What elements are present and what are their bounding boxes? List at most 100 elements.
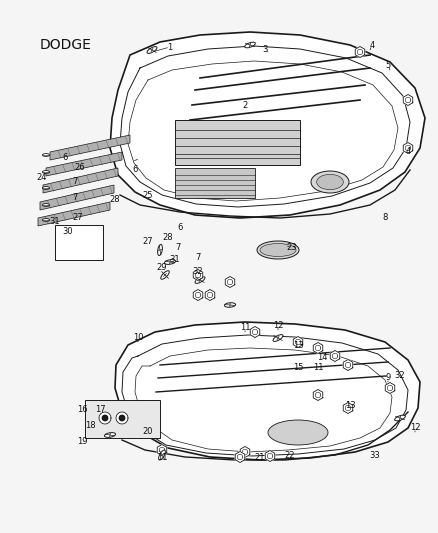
Ellipse shape: [147, 46, 157, 53]
Polygon shape: [193, 289, 203, 301]
Ellipse shape: [42, 204, 49, 206]
Text: 5: 5: [385, 61, 391, 69]
Text: 30: 30: [63, 228, 73, 237]
Polygon shape: [157, 445, 167, 456]
Ellipse shape: [311, 171, 349, 193]
Ellipse shape: [42, 187, 49, 189]
Text: 24: 24: [37, 174, 47, 182]
FancyBboxPatch shape: [175, 120, 300, 165]
Ellipse shape: [159, 450, 166, 460]
Polygon shape: [403, 94, 413, 106]
Text: 27: 27: [143, 238, 153, 246]
Text: 29: 29: [157, 263, 167, 272]
Polygon shape: [225, 277, 235, 287]
Ellipse shape: [260, 244, 296, 256]
Polygon shape: [116, 412, 128, 424]
FancyBboxPatch shape: [175, 168, 255, 198]
Text: 25: 25: [143, 190, 153, 199]
Text: 21: 21: [255, 454, 265, 463]
Text: 32: 32: [193, 268, 203, 277]
Text: 11: 11: [313, 364, 323, 373]
Polygon shape: [293, 336, 303, 348]
Text: 33: 33: [370, 450, 380, 459]
Polygon shape: [40, 185, 114, 210]
Ellipse shape: [257, 241, 299, 259]
Ellipse shape: [224, 303, 236, 307]
Text: 4: 4: [406, 148, 411, 157]
Ellipse shape: [158, 245, 162, 255]
Polygon shape: [313, 343, 323, 353]
Text: 11: 11: [157, 454, 167, 463]
Polygon shape: [193, 270, 203, 280]
Text: 13: 13: [345, 400, 355, 409]
Polygon shape: [110, 32, 425, 218]
Ellipse shape: [161, 271, 169, 279]
Ellipse shape: [317, 174, 343, 190]
Polygon shape: [343, 359, 353, 370]
Text: 1: 1: [167, 43, 173, 52]
Polygon shape: [115, 322, 420, 460]
Ellipse shape: [245, 42, 255, 48]
Polygon shape: [250, 327, 260, 337]
Text: 27: 27: [73, 214, 83, 222]
Text: 13: 13: [293, 341, 303, 350]
Text: 31: 31: [49, 217, 60, 227]
Polygon shape: [355, 46, 365, 58]
Polygon shape: [385, 383, 395, 393]
Polygon shape: [110, 32, 425, 218]
Polygon shape: [99, 412, 111, 424]
Ellipse shape: [395, 415, 405, 421]
Text: 6: 6: [132, 166, 138, 174]
Text: 19: 19: [77, 438, 87, 447]
Text: 18: 18: [85, 421, 95, 430]
Ellipse shape: [42, 154, 49, 156]
Polygon shape: [50, 135, 130, 160]
Polygon shape: [240, 447, 250, 457]
Polygon shape: [46, 152, 122, 176]
Text: 6: 6: [62, 154, 68, 163]
Ellipse shape: [105, 433, 116, 438]
Text: DODGE: DODGE: [40, 38, 92, 52]
Polygon shape: [205, 289, 215, 301]
Polygon shape: [115, 322, 420, 460]
Text: 6: 6: [177, 223, 183, 232]
Text: 23: 23: [287, 244, 297, 253]
Text: 7: 7: [175, 244, 181, 253]
Text: 2: 2: [242, 101, 247, 109]
Polygon shape: [235, 451, 245, 463]
Text: 3: 3: [262, 45, 268, 54]
Text: 28: 28: [162, 233, 173, 243]
Text: 7: 7: [72, 193, 78, 203]
Ellipse shape: [42, 171, 49, 173]
Polygon shape: [330, 351, 340, 361]
Text: 10: 10: [133, 334, 143, 343]
Text: 26: 26: [75, 164, 85, 173]
Polygon shape: [119, 415, 125, 421]
Polygon shape: [43, 168, 118, 193]
Text: 7: 7: [195, 254, 201, 262]
Text: 20: 20: [143, 427, 153, 437]
Text: 4: 4: [369, 41, 374, 50]
Text: 14: 14: [317, 353, 327, 362]
Text: 9: 9: [385, 374, 391, 383]
Polygon shape: [265, 450, 275, 462]
Text: 12: 12: [273, 320, 283, 329]
Ellipse shape: [273, 335, 283, 342]
Text: 28: 28: [110, 196, 120, 205]
Text: 31: 31: [170, 255, 180, 264]
Polygon shape: [403, 142, 413, 154]
Text: 16: 16: [77, 406, 87, 415]
Text: 15: 15: [293, 364, 303, 373]
Text: 32: 32: [395, 370, 405, 379]
Polygon shape: [343, 402, 353, 414]
Ellipse shape: [268, 420, 328, 445]
FancyBboxPatch shape: [85, 400, 160, 438]
Text: 8: 8: [382, 214, 388, 222]
Polygon shape: [313, 390, 323, 400]
Polygon shape: [102, 415, 108, 421]
Polygon shape: [38, 202, 110, 226]
Ellipse shape: [195, 277, 205, 284]
Text: 7: 7: [72, 177, 78, 187]
Ellipse shape: [165, 260, 176, 264]
Text: 11: 11: [240, 324, 250, 333]
